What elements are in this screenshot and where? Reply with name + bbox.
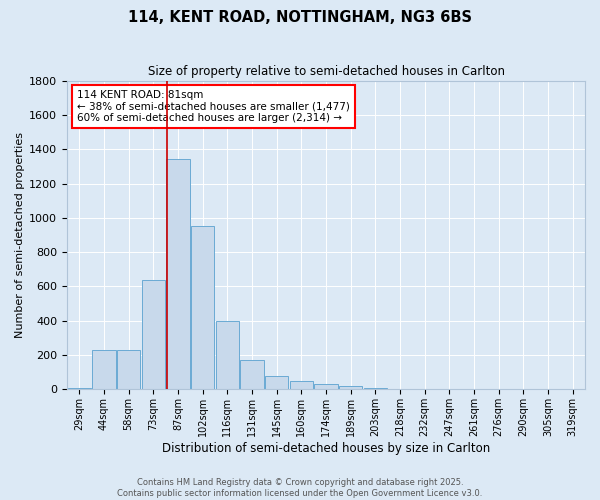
Bar: [265, 376, 289, 390]
Bar: [413, 389, 436, 390]
Bar: [215, 321, 239, 390]
Bar: [314, 384, 338, 390]
Bar: [92, 350, 116, 390]
Bar: [117, 350, 140, 390]
Bar: [339, 386, 362, 390]
Text: 114, KENT ROAD, NOTTINGHAM, NG3 6BS: 114, KENT ROAD, NOTTINGHAM, NG3 6BS: [128, 10, 472, 25]
Bar: [364, 388, 387, 390]
Bar: [166, 160, 190, 390]
Bar: [142, 280, 165, 390]
Title: Size of property relative to semi-detached houses in Carlton: Size of property relative to semi-detach…: [148, 65, 505, 78]
X-axis label: Distribution of semi-detached houses by size in Carlton: Distribution of semi-detached houses by …: [162, 442, 490, 455]
Bar: [240, 360, 264, 390]
Bar: [68, 388, 91, 390]
Bar: [290, 381, 313, 390]
Text: Contains HM Land Registry data © Crown copyright and database right 2025.
Contai: Contains HM Land Registry data © Crown c…: [118, 478, 482, 498]
Bar: [388, 388, 412, 390]
Text: 114 KENT ROAD: 81sqm
← 38% of semi-detached houses are smaller (1,477)
60% of se: 114 KENT ROAD: 81sqm ← 38% of semi-detac…: [77, 90, 350, 123]
Bar: [191, 226, 214, 390]
Y-axis label: Number of semi-detached properties: Number of semi-detached properties: [15, 132, 25, 338]
